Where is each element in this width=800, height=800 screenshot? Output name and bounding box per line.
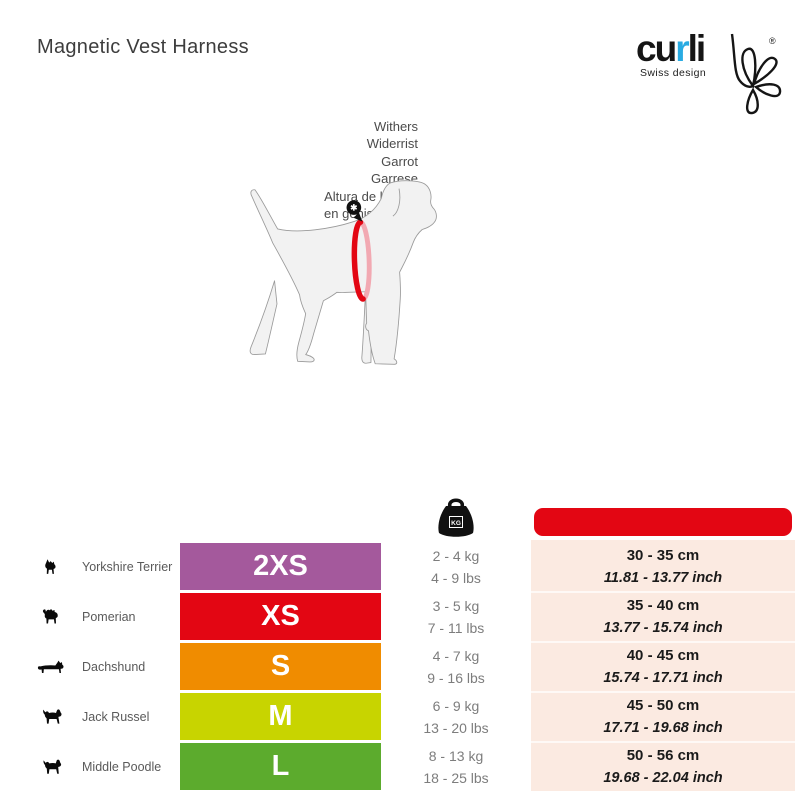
girth-header-bar <box>534 508 792 536</box>
weight-range: 6 - 9 kg 13 - 20 lbs <box>385 693 527 740</box>
size-badge: S <box>180 643 381 690</box>
harness-ring <box>351 219 372 302</box>
girth-inch: 19.68 - 22.04 inch <box>603 769 723 786</box>
weight-kg: 6 - 9 kg <box>432 697 480 714</box>
weight-lbs: 7 - 11 lbs <box>427 619 485 636</box>
row-separator <box>531 591 795 593</box>
girth-panel <box>531 540 795 791</box>
girth-cm: 50 - 56 cm <box>626 746 700 764</box>
weight-kg: 3 - 5 kg <box>432 597 480 614</box>
girth-inch: 13.77 - 15.74 inch <box>603 619 723 636</box>
girth-range: 35 - 40 cm 13.77 - 15.74 inch <box>531 593 795 640</box>
girth-inch: 17.71 - 19.68 inch <box>603 719 723 736</box>
size-badge: 2XS <box>180 543 381 590</box>
weight-range: 3 - 5 kg 7 - 11 lbs <box>385 593 527 640</box>
table-row: Dachshund S 4 - 7 kg 9 - 16 lbs 40 - 45 … <box>0 643 800 690</box>
registered-trademark-icon: ® <box>769 36 776 46</box>
dog-silhouette <box>250 180 437 365</box>
weight-kg: 8 - 13 kg <box>428 747 484 764</box>
girth-range: 40 - 45 cm 15.74 - 17.71 inch <box>531 643 795 690</box>
brand-prefix: cu <box>636 28 677 69</box>
girth-inch: 11.81 - 13.77 inch <box>603 569 723 586</box>
table-row: Jack Russel M 6 - 9 kg 13 - 20 lbs 45 - … <box>0 693 800 740</box>
asterisk-icon: ✱ <box>350 203 358 213</box>
weight-lbs: 9 - 16 lbs <box>427 669 485 686</box>
brand-wordmark: curli <box>636 28 707 70</box>
flower-icon <box>730 33 782 115</box>
dog-illustration: ✱ <box>249 180 437 365</box>
size-label: 2XS <box>253 550 308 582</box>
size-badge: XS <box>180 593 381 640</box>
size-label: S <box>270 650 291 682</box>
girth-range: 50 - 56 cm 19.68 - 22.04 inch <box>531 743 795 790</box>
withers-label: Widerrist <box>366 136 418 152</box>
row-separator <box>531 641 795 643</box>
weight-lbs: 4 - 9 lbs <box>431 569 481 586</box>
brand-logo: curli Swiss design ® <box>626 20 796 125</box>
dog-far-hind-leg <box>249 280 278 356</box>
dog-ear-line <box>392 188 401 217</box>
table-row: Middle Poodle L 8 - 13 kg 18 - 25 lbs 50… <box>0 743 800 790</box>
girth-inch: 15.74 - 17.71 inch <box>603 669 723 686</box>
yorkshire-terrier-icon <box>34 556 68 578</box>
weight-range: 2 - 4 kg 4 - 9 lbs <box>385 543 527 590</box>
weight-range: 8 - 13 kg 18 - 25 lbs <box>385 743 527 790</box>
brand-tagline: Swiss design <box>640 67 707 79</box>
size-badge: M <box>180 693 381 740</box>
jack-russel-icon <box>34 704 68 730</box>
withers-marker <box>346 200 362 215</box>
middle-poodle-icon <box>34 754 68 780</box>
marker-arrow-icon <box>353 211 363 222</box>
row-separator <box>531 691 795 693</box>
size-label: M <box>268 700 293 732</box>
girth-cm: 45 - 50 cm <box>626 696 700 714</box>
breed-name: Pomerian <box>82 609 136 624</box>
weight-lbs: 18 - 25 lbs <box>423 769 489 786</box>
breed-name: Middle Poodle <box>82 759 162 774</box>
brand-accent-letter: r <box>675 28 689 69</box>
withers-label: Garrot <box>381 153 418 169</box>
weight-kg: 4 - 7 kg <box>432 647 480 664</box>
breed-name: Dachshund <box>82 659 146 674</box>
kg-weight-icon: KG <box>438 498 474 537</box>
table-row: Yorkshire Terrier 2XS 2 - 4 kg 4 - 9 lbs… <box>0 543 800 590</box>
pomerian-icon <box>34 605 68 628</box>
brand-suffix: li <box>687 28 707 69</box>
withers-label: Withers <box>373 119 418 134</box>
size-label: L <box>271 750 290 782</box>
harness-ring-front <box>351 219 366 302</box>
girth-range: 30 - 35 cm 11.81 - 13.77 inch <box>531 543 795 590</box>
breed-name: Yorkshire Terrier <box>82 559 173 574</box>
girth-range: 45 - 50 cm 17.71 - 19.68 inch <box>531 693 795 740</box>
kg-label: KG <box>451 520 461 527</box>
table-row: Pomerian XS 3 - 5 kg 7 - 11 lbs 35 - 40 … <box>0 593 800 640</box>
girth-cm: 30 - 35 cm <box>626 546 700 564</box>
row-separator <box>531 741 795 743</box>
girth-cm: 40 - 45 cm <box>626 646 700 664</box>
size-badge: L <box>180 743 381 790</box>
page-title: Magnetic Vest Harness <box>37 36 249 58</box>
girth-cm: 35 - 40 cm <box>626 596 700 614</box>
dachshund-icon <box>34 656 68 677</box>
weight-lbs: 13 - 20 lbs <box>423 719 489 736</box>
weight-range: 4 - 7 kg 9 - 16 lbs <box>385 643 527 690</box>
breed-name: Jack Russel <box>82 709 150 724</box>
size-label: XS <box>261 600 300 632</box>
weight-kg: 2 - 4 kg <box>432 547 480 564</box>
